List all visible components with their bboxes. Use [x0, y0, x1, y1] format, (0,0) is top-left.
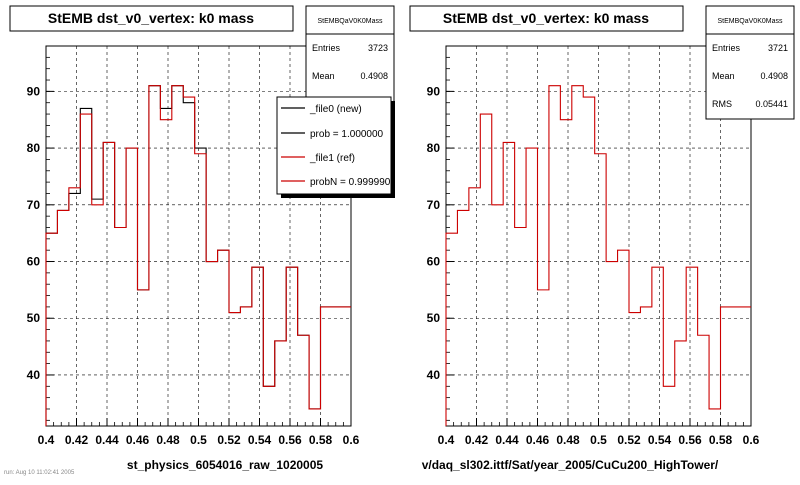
right-x-tick-label: 0.54: [648, 433, 672, 447]
right-x-tick-label: 0.42: [465, 433, 489, 447]
left-y-tick-label: 50: [27, 311, 41, 325]
right-histogram-series: [445, 85, 751, 426]
right-stats-name: StEMBQaV0K0Mass: [718, 18, 783, 25]
left-x-tick-label: 0.58: [309, 433, 333, 447]
right-x-tick-label: 0.52: [617, 433, 641, 447]
right-x-tick-label: 0.44: [495, 433, 519, 447]
left-y-tick-label: 70: [27, 198, 41, 212]
left-y-tick-label: 40: [27, 368, 41, 382]
left-y-tick-label: 80: [27, 141, 41, 155]
left-y-tick-labels: 40 50 60 70 80 90: [27, 84, 41, 382]
right-y-tick-labels: 40 50 60 70 80 90: [427, 84, 441, 382]
legend-label-prob: prob = 1.000000: [310, 129, 384, 140]
right-title-box: [409, 5, 684, 32]
left-legend: _file0 (new) prob = 1.000000 _file1 (ref…: [276, 96, 395, 198]
right-x-tick-label: 0.58: [709, 433, 733, 447]
left-x-tick-label: 0.48: [156, 433, 180, 447]
right-y-tick-label: 60: [427, 255, 441, 269]
left-x-tick-labels: 0.4 0.42 0.44 0.46 0.48 0.5 0.52 0.54 0.56 0.58 0.…: [38, 433, 360, 447]
right-y-tick-label: 80: [427, 141, 441, 155]
left-stats-entries-value: 3723: [368, 43, 388, 53]
right-stats-rms-value: 0.05441: [755, 99, 788, 109]
right-stats-box: StEMBQaV0K0Mass Entries 3721 Mean 0.4908…: [705, 5, 795, 120]
left-histogram-series: [45, 85, 351, 426]
left-stats-entries-label: Entries: [312, 43, 341, 53]
right-stats-mean-label: Mean: [712, 71, 735, 81]
right-x-tick-label: 0.46: [526, 433, 550, 447]
left-x-tick-label: 0.46: [126, 433, 150, 447]
left-stats-name: StEMBQaV0K0Mass: [318, 18, 383, 25]
left-chart-title: StEMB dst_v0_vertex: k0 mass: [48, 10, 254, 26]
left-stats-mean-label: Mean: [312, 71, 335, 81]
right-stats-rms-label: RMS: [712, 99, 732, 109]
left-x-tick-label: 0.44: [95, 433, 119, 447]
left-stats-mean-value: 0.4908: [360, 71, 388, 81]
right-y-tick-label: 70: [427, 198, 441, 212]
legend-label-file0: _file0 (new): [309, 104, 362, 115]
left-y-tick-label: 60: [27, 255, 41, 269]
left-x-tick-label: 0.42: [65, 433, 89, 447]
right-y-tick-label: 40: [427, 368, 441, 382]
legend-label-probN: probN = 0.999990: [310, 177, 391, 188]
right-x-axis-label: v/daq_sl302.ittf/Sat/year_2005/CuCu200_H…: [422, 458, 719, 472]
right-y-tick-label: 90: [427, 84, 441, 98]
left-y-tick-label: 90: [27, 84, 41, 98]
left-title-box: [9, 5, 294, 32]
right-x-tick-labels: 0.4 0.42 0.44 0.46 0.48 0.5 0.52 0.54 0.56 0.58 0.…: [438, 433, 760, 447]
left-x-axis-label: st_physics_6054016_raw_1020005: [127, 458, 323, 472]
right-stats-entries-label: Entries: [712, 43, 741, 53]
left-x-tick-label: 0.6: [343, 433, 360, 447]
left-x-tick-label: 0.54: [248, 433, 272, 447]
right-y-tick-label: 50: [427, 311, 441, 325]
right-plot-frame: [445, 45, 752, 427]
right-grid: [445, 46, 752, 426]
right-x-tick-label: 0.48: [556, 433, 580, 447]
right-x-tick-label: 0.56: [678, 433, 702, 447]
right-histogram-pad: 0.4 0.42 0.44 0.46 0.48 0.5 0.52 0.54 0.56 0.58 0.…: [409, 5, 795, 472]
right-chart-title: StEMB dst_v0_vertex: k0 mass: [443, 10, 649, 26]
right-x-tick-label: 0.6: [743, 433, 760, 447]
right-x-tick-label: 0.5: [590, 433, 607, 447]
right-stats-mean-value: 0.4908: [760, 71, 788, 81]
left-x-tick-label: 0.56: [278, 433, 302, 447]
left-x-tick-label: 0.52: [217, 433, 241, 447]
left-x-tick-label: 0.5: [190, 433, 207, 447]
left-histogram-pad: 0.4 0.42 0.44 0.46 0.48 0.5 0.52 0.54 0.56 0.58 0.…: [9, 5, 395, 472]
left-series-1-line: [45, 85, 351, 426]
left-x-tick-label: 0.4: [38, 433, 55, 447]
bottom-note: run: Aug 10 11:02:41 2005: [4, 470, 75, 476]
legend-label-file1: _file1 (ref): [309, 153, 355, 164]
right-series-0-line: [445, 85, 751, 426]
right-stats-entries-value: 3721: [768, 43, 788, 53]
right-x-tick-label: 0.4: [438, 433, 455, 447]
